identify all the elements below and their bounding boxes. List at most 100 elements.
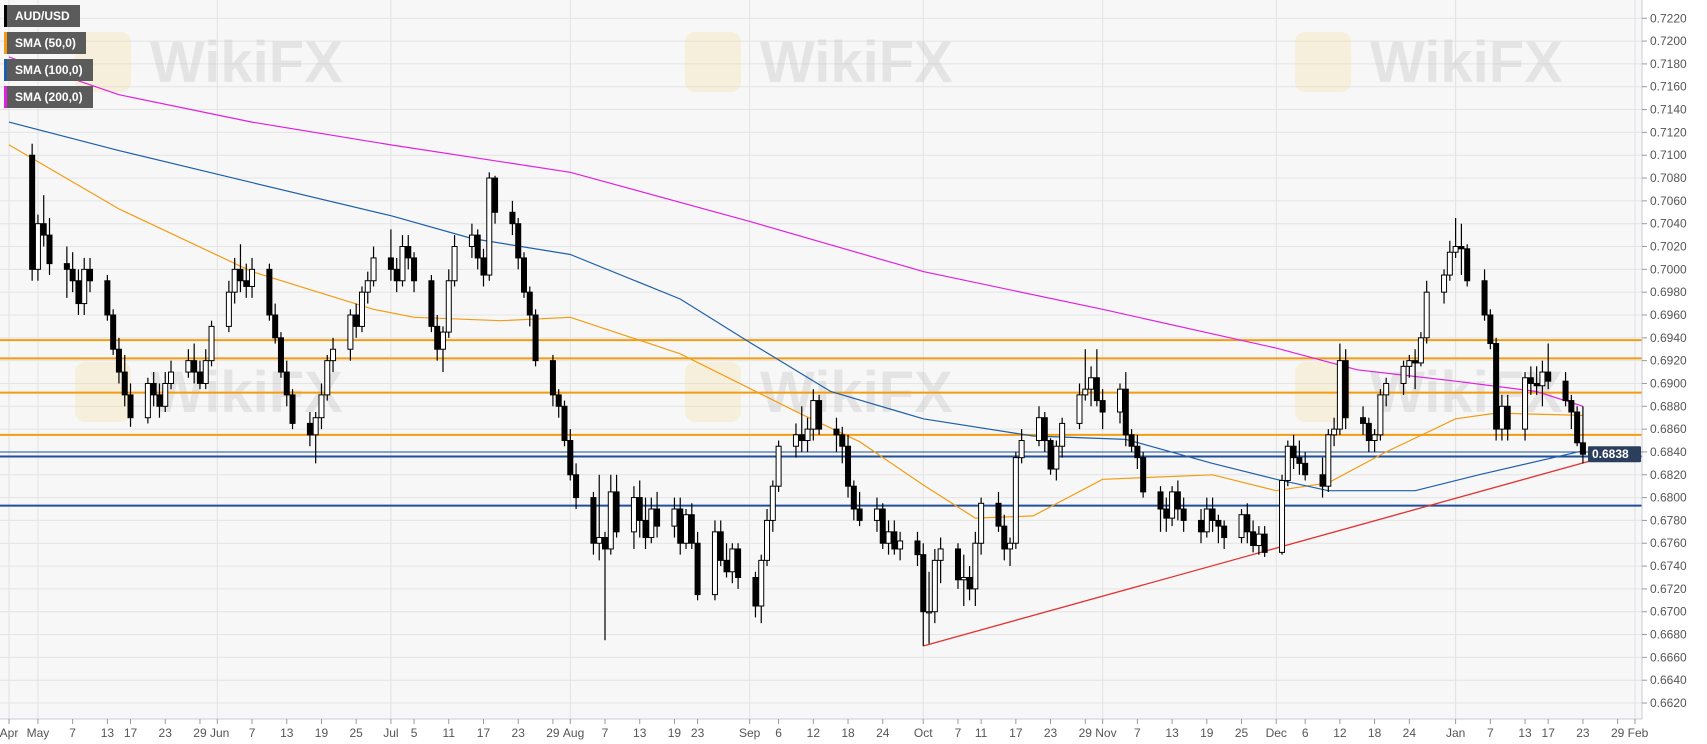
y-tick-label: 0.6840 <box>1650 445 1687 459</box>
legend-item-audusd[interactable]: AUD/USD <box>4 5 80 27</box>
candle <box>972 531 979 607</box>
candle <box>931 548 938 624</box>
candle-body-up <box>399 246 406 282</box>
candle-body-down <box>717 531 724 561</box>
candle-body-down <box>63 263 70 270</box>
candle <box>1331 417 1338 447</box>
x-tick-label: Dec <box>1266 726 1287 740</box>
candle-body-down <box>532 314 539 362</box>
candle-body-down <box>1093 377 1100 402</box>
candle-body-down <box>387 257 394 270</box>
candle <box>769 480 776 532</box>
candle <box>324 354 331 401</box>
candle-body-down <box>428 280 435 327</box>
candle-body-up <box>885 531 892 544</box>
candle-body-down <box>798 434 805 442</box>
candle-body-up <box>318 394 325 419</box>
candle <box>1452 217 1459 258</box>
candle <box>370 246 377 287</box>
candle-body-up <box>81 268 88 305</box>
candle-body-down <box>1134 445 1141 459</box>
price-badge: 0.6838 <box>1588 446 1641 463</box>
candle <box>185 349 192 378</box>
x-tick-label: Oct <box>914 726 933 740</box>
x-tick-label: Jan <box>1446 726 1465 740</box>
candle-body-up <box>1082 388 1089 396</box>
candle <box>1406 354 1413 378</box>
x-tick-label: 18 <box>841 726 855 740</box>
y-tick-label: 0.7180 <box>1650 57 1687 71</box>
candle-body-up <box>1284 445 1291 481</box>
legend-item-sma100[interactable]: SMA (100,0) <box>4 59 93 81</box>
candle-body-down <box>654 508 661 527</box>
x-tick-label: 17 <box>477 726 491 740</box>
candle-body-down <box>723 559 730 573</box>
candle-body-down <box>1122 388 1129 436</box>
candle <box>914 531 921 567</box>
candle <box>1296 440 1303 475</box>
candle-body-down <box>191 360 198 373</box>
candle-body-down <box>555 394 562 407</box>
y-tick-label: 0.7160 <box>1650 80 1687 94</box>
candle <box>312 411 319 464</box>
candle <box>1134 434 1141 470</box>
candle <box>1412 349 1419 390</box>
candle <box>995 491 1002 532</box>
candle <box>573 463 580 510</box>
y-tick-label: 0.6760 <box>1650 536 1687 550</box>
candle-body-up <box>34 223 41 270</box>
candle <box>1562 372 1569 407</box>
moving-averages <box>8 56 1584 519</box>
candle <box>1290 434 1297 470</box>
y-tick-label: 0.7100 <box>1650 148 1687 162</box>
x-tick-label: 13 <box>280 726 294 740</box>
candle-body-down <box>237 268 244 282</box>
candle <box>272 303 279 344</box>
candle <box>1325 429 1332 492</box>
candle-body-down <box>1365 422 1372 442</box>
candle <box>243 263 250 298</box>
candle-body-down <box>1163 508 1170 519</box>
candle <box>1487 309 1494 350</box>
candle-body-down <box>839 434 846 447</box>
y-tick-label: 0.6660 <box>1650 650 1687 664</box>
candle-body-up <box>1406 360 1413 367</box>
legend-item-sma200[interactable]: SMA (200,0) <box>4 86 93 108</box>
candle <box>225 280 232 333</box>
candle-body-down <box>1128 434 1135 447</box>
candle <box>347 309 354 361</box>
candle-body-up <box>729 548 736 573</box>
candle-body-down <box>1574 411 1581 444</box>
candle-body-up <box>764 519 771 561</box>
candle-body-up <box>347 314 354 350</box>
candle <box>1423 280 1430 344</box>
candle-body-down <box>1296 457 1303 464</box>
candle <box>75 269 82 315</box>
candle-body-down <box>879 508 886 544</box>
x-tick-label: 17 <box>124 726 138 740</box>
candle <box>567 429 574 481</box>
candle-body-up <box>711 531 718 596</box>
candle-body-down <box>688 514 695 544</box>
candle <box>492 175 499 224</box>
candle <box>110 309 117 355</box>
legend-item-sma50[interactable]: SMA (50,0) <box>4 32 86 54</box>
candle-body-down <box>283 371 290 396</box>
candle <box>1493 337 1500 441</box>
candle <box>1383 377 1390 407</box>
candle <box>231 257 238 304</box>
candle-body-down <box>1174 491 1181 510</box>
candle-body-up <box>1255 533 1262 547</box>
candle <box>1464 244 1471 287</box>
legend: AUD/USD SMA (50,0) SMA (100,0) SMA (200,… <box>4 5 93 113</box>
candle <box>1047 438 1054 475</box>
x-tick-label: 19 <box>1200 726 1214 740</box>
y-axis: 0.7220 0.7200 0.7180 0.7160 0.7140 0.7120 0.71… <box>1642 11 1687 710</box>
candle-body-down <box>306 422 313 436</box>
candle <box>191 343 198 384</box>
candle-body-up <box>468 234 475 248</box>
x-tick-label: 12 <box>1333 726 1347 740</box>
candle <box>486 172 493 281</box>
candle-body-up <box>1018 440 1025 459</box>
candle-body-down <box>243 280 250 287</box>
